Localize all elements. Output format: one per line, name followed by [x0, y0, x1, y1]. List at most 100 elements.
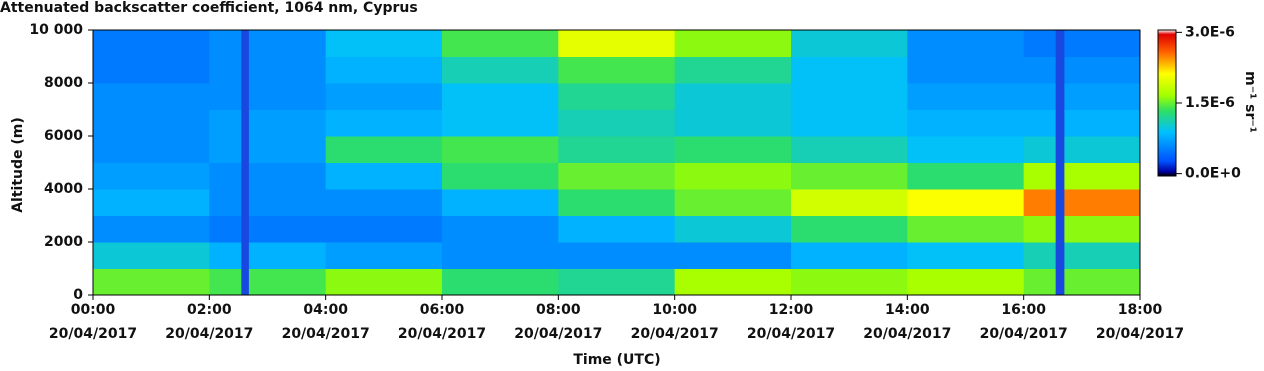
heatmap-cell — [325, 83, 443, 110]
heatmap-cell — [442, 242, 559, 269]
heatmap-cell — [1023, 136, 1141, 163]
x-tick-label: 10:00 20/04/2017 — [631, 302, 719, 342]
x-tick-label: 12:00 20/04/2017 — [747, 302, 835, 342]
heatmap-cell — [442, 30, 559, 57]
heatmap-cell — [791, 242, 908, 269]
heatmap-cell — [791, 109, 908, 137]
heatmap-cell — [442, 162, 559, 190]
colorbar — [1157, 29, 1177, 177]
heatmap-cell — [93, 30, 210, 57]
heatmap-cell — [558, 268, 676, 296]
heatmap-cell — [791, 30, 908, 57]
heatmap-cell — [93, 83, 210, 110]
heatmap-cell — [93, 162, 210, 190]
heatmap-cell — [325, 242, 443, 269]
heatmap-cell — [674, 30, 792, 57]
heatmap-cell — [209, 215, 327, 243]
heatmap-cell — [1023, 83, 1141, 110]
heatmap-cell — [325, 109, 443, 137]
heatmap-cell — [674, 242, 792, 269]
heatmap-cell — [325, 30, 443, 57]
y-tick-label: 0 — [73, 287, 83, 303]
heatmap-cell — [442, 83, 559, 110]
x-tick-label: 00:00 20/04/2017 — [49, 302, 137, 342]
x-axis-label: Time (UTC) — [573, 352, 660, 368]
heatmap-cell — [209, 83, 327, 110]
heatmap-cell — [442, 189, 559, 216]
heatmap-cell — [791, 268, 908, 296]
heatmap-cell — [791, 83, 908, 110]
heatmap-cell — [325, 162, 443, 190]
heatmap-cell — [791, 56, 908, 84]
heatmap-cell — [325, 268, 443, 296]
heatmap-cell — [674, 162, 792, 190]
heatmap-cell — [209, 56, 327, 84]
heatmap-cell — [325, 136, 443, 163]
colorbar-label: m⁻¹ sr⁻¹ — [1242, 71, 1258, 133]
heatmap-cell — [209, 242, 327, 269]
heatmap-cell — [1023, 215, 1141, 243]
heatmap-cell — [674, 109, 792, 137]
heatmap-cell — [907, 189, 1025, 216]
colorbar-tick-label: 1.5E-6 — [1185, 95, 1235, 111]
heatmap-cell — [907, 83, 1025, 110]
heatmap-cell — [442, 215, 559, 243]
heatmap-cell — [1023, 189, 1141, 216]
heatmap-cell — [209, 162, 327, 190]
heatmap-cell — [93, 215, 210, 243]
heatmap-cell — [209, 109, 327, 137]
heatmap-cell — [209, 136, 327, 163]
heatmap-cell — [442, 56, 559, 84]
heatmap-cell — [93, 109, 210, 137]
heatmap-cell — [907, 109, 1025, 137]
x-tick-label: 18:00 20/04/2017 — [1096, 302, 1184, 342]
x-tick-label: 04:00 20/04/2017 — [282, 302, 370, 342]
heatmap-cell — [209, 268, 327, 296]
x-tick-label: 14:00 20/04/2017 — [863, 302, 951, 342]
heatmap-cell — [907, 136, 1025, 163]
heatmap-cell — [907, 215, 1025, 243]
heatmap-cell — [93, 268, 210, 296]
heatmap-cell — [325, 215, 443, 243]
heatmap-cell — [674, 189, 792, 216]
x-tick-label: 16:00 20/04/2017 — [980, 302, 1068, 342]
heatmap-cell — [325, 56, 443, 84]
data-gap — [1055, 30, 1065, 295]
heatmap-cell — [1023, 268, 1141, 296]
heatmap-cell — [93, 56, 210, 84]
heatmap-cell — [325, 189, 443, 216]
x-tick-label: 06:00 20/04/2017 — [398, 302, 486, 342]
heatmap-cell — [558, 83, 676, 110]
heatmap-cell — [907, 242, 1025, 269]
heatmap-cell — [907, 268, 1025, 296]
heatmap-cell — [1023, 109, 1141, 137]
heatmap-cell — [442, 268, 559, 296]
heatmap-cell — [674, 268, 792, 296]
colorbar-tick-label: 3.0E-6 — [1185, 24, 1235, 40]
heatmap-cell — [93, 242, 210, 269]
heatmap-cell — [674, 215, 792, 243]
heatmap-cell — [558, 215, 676, 243]
heatmap-cell — [791, 136, 908, 163]
heatmap-cell — [558, 162, 676, 190]
chart-title: Attenuated backscatter coefficient, 1064… — [0, 0, 418, 16]
heatmap-cell — [209, 189, 327, 216]
heatmap-cell — [907, 162, 1025, 190]
colorbar-tick-label: 0.0E+0 — [1185, 166, 1241, 182]
heatmap-cell — [1023, 242, 1141, 269]
x-tick-label: 02:00 20/04/2017 — [165, 302, 253, 342]
y-tick-label: 2000 — [44, 234, 83, 250]
heatmap-cell — [558, 109, 676, 137]
heatmap-cell — [674, 56, 792, 84]
y-tick-label: 10 000 — [29, 22, 83, 38]
heatmap-cell — [1023, 30, 1141, 57]
heatmap-cell — [907, 56, 1025, 84]
heatmap-cell — [674, 136, 792, 163]
heatmap-cell — [791, 162, 908, 190]
heatmap-cell — [907, 30, 1025, 57]
heatmap-cell — [209, 30, 327, 57]
heatmap-cell — [558, 56, 676, 84]
heatmap-cell — [1023, 56, 1141, 84]
heatmap-cell — [442, 136, 559, 163]
